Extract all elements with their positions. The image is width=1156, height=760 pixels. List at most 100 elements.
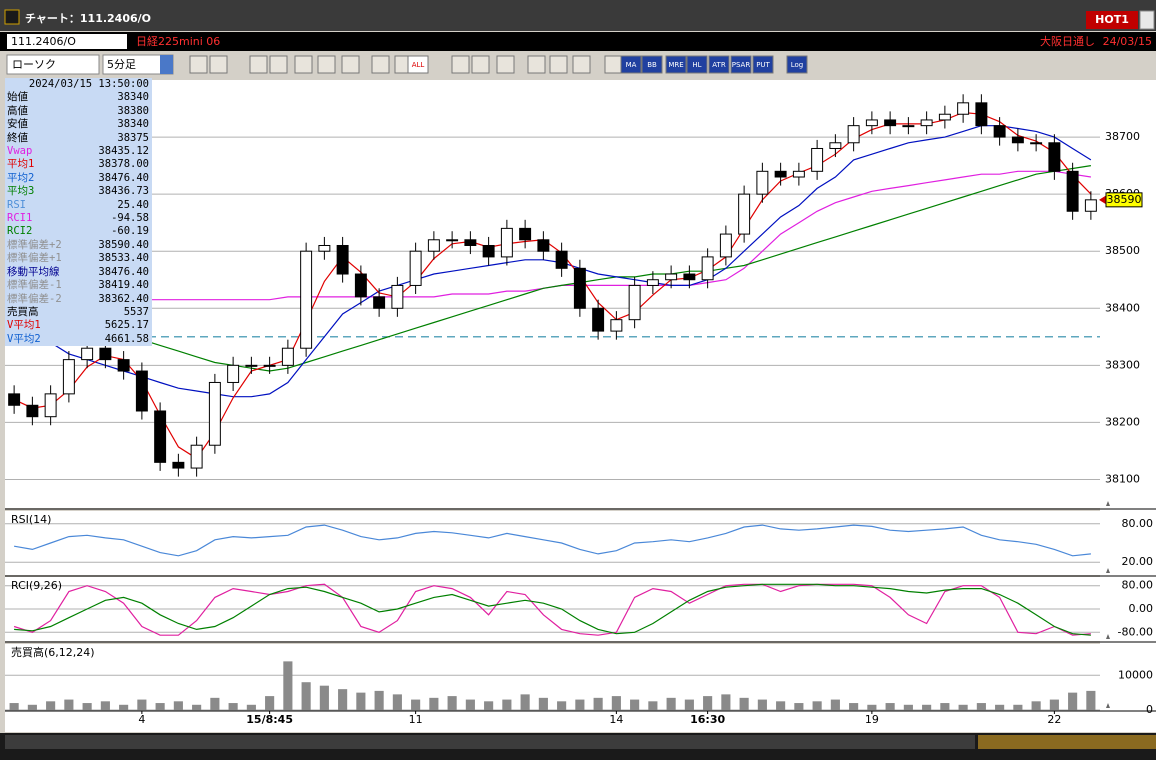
toolbar-button-label[interactable]: MRE: [668, 61, 683, 69]
volume-bar: [684, 699, 694, 710]
toolbar-icon[interactable]: [341, 55, 360, 74]
volume-bar: [82, 703, 92, 710]
toolbar-icon[interactable]: [189, 55, 208, 74]
hot-button[interactable]: [1086, 11, 1138, 29]
indicator-line: [13, 524, 1091, 557]
toolbar-icon[interactable]: [209, 55, 228, 74]
candle-body: [610, 319, 623, 332]
candle-body: [500, 227, 513, 258]
volume-bar: [940, 703, 950, 710]
toolbar-button-label[interactable]: Log: [791, 61, 804, 69]
candle-body: [1066, 170, 1079, 212]
toolbar-icon[interactable]: [549, 55, 568, 74]
toolbar-button-label[interactable]: HL: [692, 61, 701, 69]
toolbar-button[interactable]: [407, 55, 429, 74]
toolbar-button-label[interactable]: MA: [626, 61, 637, 69]
volume-bar: [1086, 690, 1096, 710]
candle-body: [738, 193, 751, 235]
candle-body: [1011, 136, 1024, 144]
candle-body: [354, 273, 367, 298]
volume-bar: [721, 694, 731, 710]
toolbar-icon[interactable]: [572, 55, 591, 74]
x-tick-label: 15/8:45: [246, 713, 293, 726]
volume-bar: [849, 703, 859, 710]
toolbar-button[interactable]: [786, 55, 808, 74]
y-tick-label: 20.00: [1122, 555, 1154, 568]
toolbar-button[interactable]: [686, 55, 708, 74]
candle-body: [1084, 199, 1097, 212]
volume-bar: [976, 703, 986, 710]
toolbar-icon[interactable]: [249, 55, 268, 74]
candle-body: [190, 444, 203, 469]
toolbar-button[interactable]: [752, 55, 774, 74]
volume-bar: [356, 692, 366, 710]
toolbar-icon[interactable]: [294, 55, 313, 74]
volume-bar: [64, 699, 74, 710]
dropdown-arrow[interactable]: [160, 55, 173, 74]
price-arrow: [1099, 194, 1107, 205]
candle-body: [208, 381, 221, 446]
info-row: 平均1 38378.00: [5, 158, 152, 171]
close-button[interactable]: [1139, 10, 1155, 30]
toolbar-button[interactable]: [620, 55, 642, 74]
volume-bar: [520, 694, 530, 710]
toolbar-icon[interactable]: [371, 55, 390, 74]
volume-bar: [648, 701, 658, 710]
candle-body: [62, 359, 75, 395]
symbol[interactable]: 111.2406/O: [11, 35, 76, 48]
volume-bar: [301, 682, 311, 710]
candle-body: [573, 267, 586, 309]
toolbar-button-label[interactable]: BB: [647, 61, 657, 69]
toolbar-icon[interactable]: [471, 55, 490, 74]
info-label: RSI: [7, 198, 26, 211]
volume-bar: [392, 694, 402, 710]
info-value: 4661.58: [104, 332, 149, 345]
volume-bar: [830, 699, 840, 710]
toolbar-button[interactable]: [641, 55, 663, 74]
toolbar-icon[interactable]: [317, 55, 336, 74]
toolbar-button[interactable]: [708, 55, 730, 74]
toolbar-icon[interactable]: [527, 55, 546, 74]
volume-bar: [447, 696, 457, 710]
toolbar-button-label[interactable]: ALL: [412, 61, 425, 69]
candle-body: [792, 170, 805, 178]
panel-label: RSI(14): [11, 513, 51, 526]
candle-body: [811, 147, 824, 172]
indicator-line: [13, 125, 1092, 398]
toolbar-button-label[interactable]: PSAR: [732, 61, 751, 69]
volume-bar: [903, 704, 913, 710]
navigator-window[interactable]: [978, 735, 1156, 749]
toolbar-button[interactable]: [730, 55, 752, 74]
toolbar-button-label[interactable]: ATR: [712, 61, 726, 69]
candle-body: [555, 250, 568, 269]
x-tick-label: 4: [138, 713, 145, 726]
toolbar-button-label[interactable]: PUT: [756, 61, 770, 69]
toolbar-icon[interactable]: [451, 55, 470, 74]
app-icon: [4, 9, 20, 25]
info-row: 高値 38380: [5, 105, 152, 118]
toolbar-icon[interactable]: [496, 55, 515, 74]
volume-bar: [429, 697, 439, 710]
toolbar-button[interactable]: [665, 55, 687, 74]
candle-body: [938, 113, 951, 121]
scroll-marker: [1106, 501, 1110, 506]
navigator-track[interactable]: [5, 735, 975, 749]
toolbar-icon[interactable]: [604, 55, 623, 74]
chart-kind[interactable]: ローソク: [12, 58, 56, 71]
volume-bar: [538, 697, 548, 710]
interval[interactable]: 5分足: [107, 58, 136, 71]
volume-bar: [630, 699, 640, 710]
candle-body: [756, 170, 769, 195]
hot-button-label[interactable]: HOT1: [1095, 13, 1129, 26]
volume-bar: [100, 701, 110, 710]
volume-bar: [27, 704, 37, 710]
candle-body: [391, 284, 404, 309]
toolbar-icon[interactable]: [269, 55, 288, 74]
info-row: 標準偏差-1 38419.40: [5, 279, 152, 292]
chart-kind-select[interactable]: [6, 54, 100, 75]
info-label: 標準偏差-2: [7, 292, 62, 305]
volume-bar: [319, 685, 329, 710]
symbol-input[interactable]: [7, 34, 127, 49]
volume-bar: [757, 699, 767, 710]
info-label: V平均1: [7, 319, 41, 332]
